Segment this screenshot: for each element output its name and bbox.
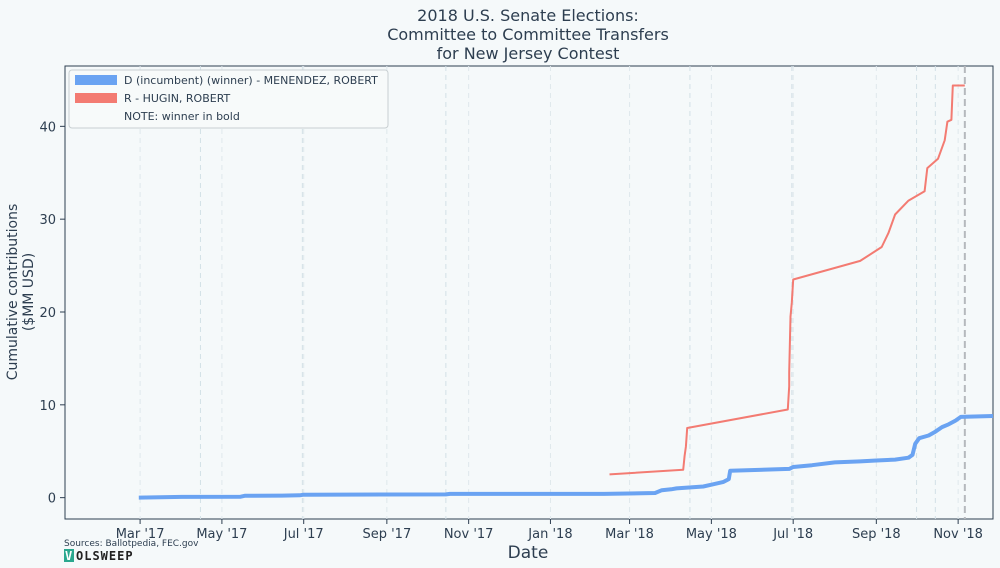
y-tick-label-2: 20 [39, 306, 56, 321]
legend-box [68, 69, 389, 129]
x-tick-label-3: Sep '17 [362, 527, 411, 542]
legend: D (incumbent) (winner) - MENENDEZ, ROBER… [68, 69, 389, 129]
y-tick-label-1: 10 [39, 399, 56, 414]
series-layer [138, 84, 994, 500]
x-tick-label-5: Jan '18 [527, 527, 572, 542]
x-tick-label-9: Sep '18 [852, 527, 901, 542]
volsweep-logo: V OLSWEEP [64, 549, 134, 563]
grid-layer [139, 66, 966, 519]
x-tick-label-7: May '18 [686, 527, 737, 542]
x-tick-label-2: Jul '17 [283, 527, 324, 542]
sources-note: Sources: Ballotpedia, FEC.gov [64, 539, 199, 549]
chart-title-line-3: for New Jersey Contest [437, 44, 620, 63]
x-tick-label-6: Mar '18 [605, 527, 654, 542]
x-tick-label-10: Nov '18 [933, 527, 983, 542]
series-line-hugin [609, 84, 965, 476]
y-axis-label-line-2: ($MM USD) [21, 253, 37, 331]
x-tick-label-1: May '17 [196, 527, 247, 542]
logo-initial: V [65, 549, 73, 563]
logo-mark [64, 549, 74, 562]
series-line-menendez [138, 414, 994, 500]
legend-label-hugin: R - HUGIN, ROBERT [124, 92, 231, 105]
legend-note: NOTE: winner in bold [124, 110, 240, 123]
legend-swatch-menendez [75, 75, 117, 85]
y-axis: 0 10 20 30 40 [39, 120, 65, 507]
x-tick-label-4: Nov '17 [444, 527, 494, 542]
legend-swatch-hugin [75, 93, 117, 103]
chart-title-line-2: Committee to Committee Transfers [387, 25, 669, 44]
legend-label-menendez: D (incumbent) (winner) - MENENDEZ, ROBER… [124, 74, 378, 87]
y-tick-label-3: 30 [39, 213, 56, 228]
y-tick-label-0: 0 [48, 492, 56, 507]
y-axis-label-line-1: Cumulative contributions [5, 204, 21, 381]
plot-area [64, 65, 994, 520]
x-tick-label-0: Mar '17 [116, 527, 165, 542]
y-tick-label-4: 40 [39, 120, 56, 135]
x-tick-label-8: Jul '18 [772, 527, 813, 542]
logo-wordmark: OLSWEEP [76, 549, 134, 563]
chart-title-line-1: 2018 U.S. Senate Elections: [417, 6, 639, 25]
x-axis: Mar '17 May '17 Jul '17 Sep '17 Nov '17 Jan '… [116, 519, 983, 542]
x-axis-label: Date [508, 543, 549, 563]
